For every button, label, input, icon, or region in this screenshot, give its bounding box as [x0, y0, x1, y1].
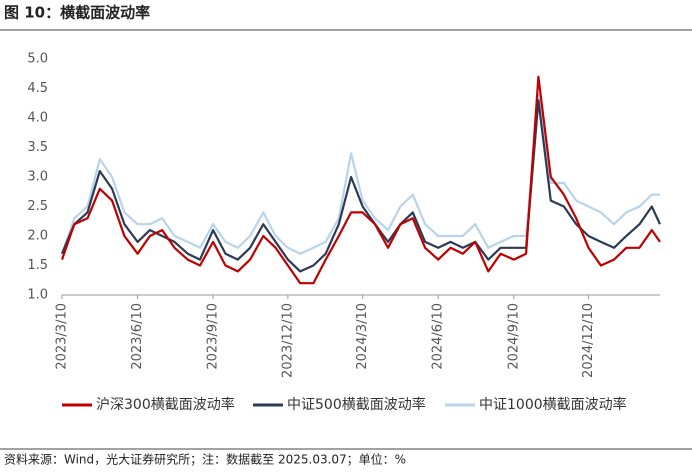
x-tick-label: 2023/3/10: [55, 303, 70, 370]
legend-label: 沪深300横截面波动率: [96, 396, 235, 413]
x-tick-label: 2023/9/10: [206, 303, 221, 370]
source-note: 资料来源：Wind，光大证券研究所；注：数据截至 2025.03.07；单位：%: [4, 452, 406, 467]
legend-label: 中证500横截面波动率: [287, 396, 426, 413]
x-tick-label: 2024/3/10: [355, 303, 370, 370]
y-tick-label: 2.5: [27, 199, 48, 214]
legend-label: 中证1000横截面波动率: [479, 396, 627, 413]
y-tick-label: 1.5: [27, 258, 48, 273]
series-line: [60, 93, 660, 255]
y-tick-label: 5.0: [27, 52, 48, 67]
series-line: [60, 75, 661, 285]
y-tick-label: 2.0: [27, 229, 48, 244]
x-tick-label: 2023/6/10: [130, 303, 145, 370]
series-line: [60, 99, 661, 273]
x-tick-label: 2024/6/10: [431, 303, 446, 370]
x-tick-label: 2024/9/10: [506, 303, 521, 370]
y-tick-label: 4.0: [27, 111, 48, 126]
x-tick-label: 2024/12/10: [581, 303, 596, 378]
y-tick-label: 1.0: [27, 288, 48, 303]
y-tick-label: 3.0: [27, 170, 48, 185]
chart-title: 图 10：横截面波动率: [4, 4, 150, 22]
x-tick-label: 2023/12/10: [280, 303, 295, 378]
y-tick-label: 4.5: [27, 81, 48, 96]
y-tick-label: 3.5: [27, 140, 48, 155]
